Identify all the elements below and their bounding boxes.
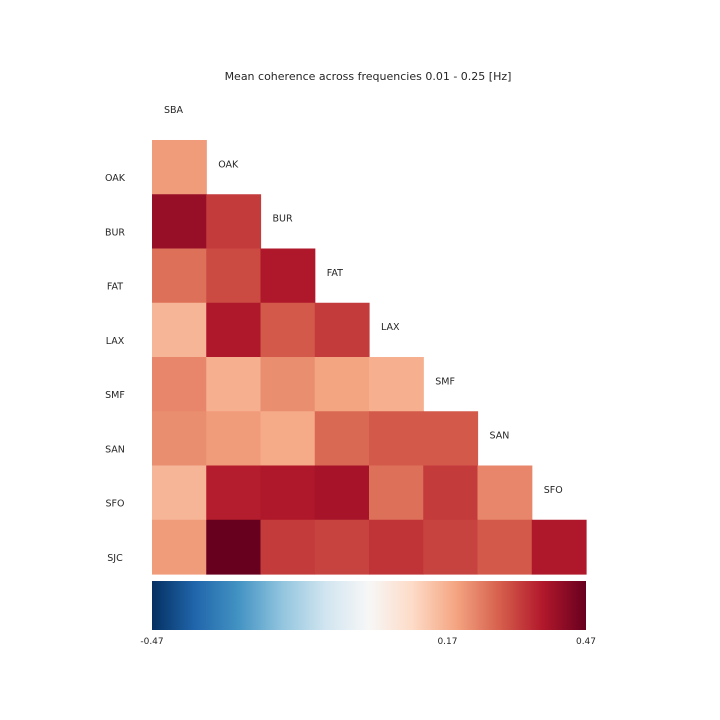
colorbar-tick-label: 0.47	[576, 637, 596, 647]
heatmap-cell	[260, 519, 316, 575]
heatmap-cell	[260, 465, 316, 521]
column-labels: SBA OAK BUR FAT LAX SMF SAN SFO	[164, 105, 563, 496]
heatmap-cell	[152, 248, 207, 304]
heatmap-cell	[260, 357, 316, 412]
heatmap-cell	[314, 357, 370, 412]
heatmap-cell	[206, 411, 262, 467]
heatmap-cell	[369, 519, 424, 575]
heatmap-cell	[423, 411, 479, 467]
heatmap-cell	[423, 519, 479, 575]
colorbar-gradient	[152, 581, 586, 630]
heatmap-cell	[260, 302, 316, 358]
row-label: LAX	[106, 336, 125, 347]
heatmap-cell	[206, 519, 262, 575]
heatmap-cell	[314, 465, 370, 521]
heatmap-cell	[477, 519, 533, 575]
heatmap-cell	[152, 519, 207, 575]
column-label: SBA	[164, 105, 184, 116]
heatmap-cell	[152, 465, 207, 521]
heatmap-cell	[369, 411, 424, 467]
heatmap-cell	[477, 465, 533, 521]
heatmap-cells	[152, 140, 587, 575]
colorbar-tick-label: -0.47	[140, 637, 163, 647]
column-label: FAT	[327, 268, 343, 279]
heatmap-cell	[152, 194, 207, 250]
column-label: SMF	[435, 376, 455, 387]
heatmap-cell	[152, 411, 207, 467]
heatmap-cell	[369, 465, 424, 521]
chart-title: Mean coherence across frequencies 0.01 -…	[225, 70, 512, 83]
heatmap-cell	[206, 357, 262, 412]
row-label: FAT	[107, 282, 123, 293]
column-label: SAN	[490, 431, 510, 442]
heatmap-cell	[206, 465, 262, 521]
row-label: SJC	[107, 553, 123, 564]
heatmap-cell	[260, 248, 316, 304]
heatmap-cell	[206, 248, 262, 304]
heatmap-cell	[314, 302, 370, 358]
heatmap-cell	[423, 465, 479, 521]
column-label: SFO	[544, 485, 563, 496]
column-label: OAK	[218, 159, 239, 170]
row-label: SAN	[105, 444, 125, 455]
column-label: LAX	[381, 322, 400, 333]
heatmap-cell	[314, 519, 370, 575]
heatmap-cell	[206, 302, 262, 358]
heatmap-cell	[152, 302, 207, 358]
row-label: SFO	[106, 499, 125, 510]
heatmap-cell	[260, 411, 316, 467]
row-labels: OAK BUR FAT LAX SMF SAN SFO SJC	[105, 173, 126, 564]
row-label: BUR	[105, 227, 125, 238]
column-label: BUR	[273, 214, 293, 225]
heatmap-cell	[152, 357, 207, 412]
heatmap-cell	[314, 411, 370, 467]
heatmap-cell	[152, 140, 207, 195]
colorbar-ticks: -0.47 0.17 0.47	[140, 637, 596, 647]
heatmap-cell	[369, 357, 424, 412]
heatmap-cell	[531, 519, 587, 575]
row-label: OAK	[105, 173, 126, 184]
colorbar-tick-label: 0.17	[437, 637, 457, 647]
colorbar: -0.47 0.17 0.47	[140, 581, 596, 647]
heatmap-cell	[206, 194, 262, 250]
row-label: SMF	[105, 390, 125, 401]
